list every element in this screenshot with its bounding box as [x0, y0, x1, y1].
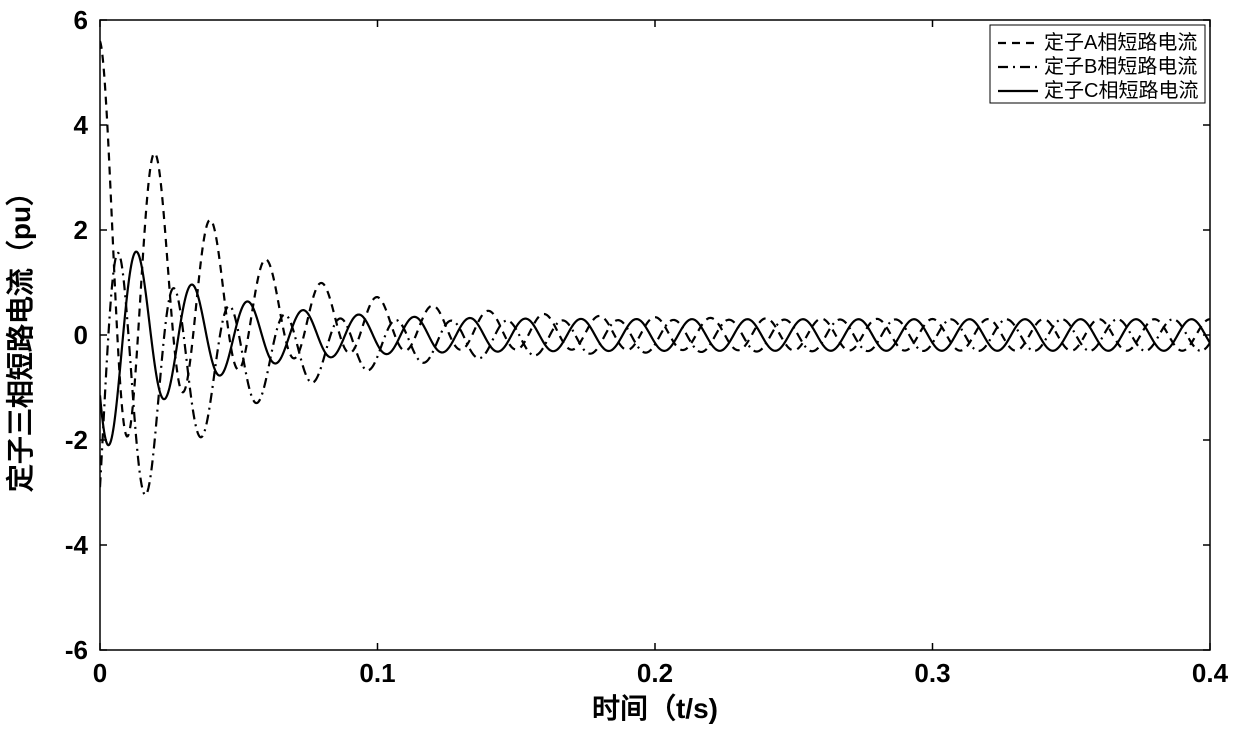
x-tick-label: 0.3	[914, 658, 950, 688]
x-tick-label: 0	[93, 658, 107, 688]
x-tick-label: 0.2	[637, 658, 673, 688]
series-B	[100, 253, 1210, 495]
y-axis-title: 定子三相短路电流（pu）	[4, 178, 36, 492]
plot-svg: 0 0.1 0.2 0.3 0.4 -6 -4 -2 0 2 4 6 时间（t/s) 定子三相短路电流（p…	[0, 0, 1240, 732]
legend-label: 定子A相短路电流	[1044, 31, 1197, 54]
y-tick-label: -4	[65, 530, 89, 560]
plot-border	[100, 20, 1210, 650]
x-axis-title: 时间（t/s)	[592, 692, 718, 724]
y-tick-label: -6	[65, 635, 88, 665]
series-C	[100, 252, 1210, 446]
legend-label: 定子C相短路电流	[1044, 79, 1198, 102]
y-tick-label: 6	[74, 5, 88, 35]
y-tick-label: 2	[74, 215, 88, 245]
x-tick-label: 0.1	[359, 658, 395, 688]
y-tick-label: 4	[74, 110, 89, 140]
legend-label: 定子B相短路电流	[1044, 55, 1197, 78]
y-tick-label: 0	[74, 320, 88, 350]
series-group	[100, 41, 1210, 495]
y-tick-label: -2	[65, 425, 88, 455]
x-tick-label: 0.4	[1192, 658, 1229, 688]
chart-container: 0 0.1 0.2 0.3 0.4 -6 -4 -2 0 2 4 6 时间（t/s) 定子三相短路电流（p…	[0, 0, 1240, 732]
